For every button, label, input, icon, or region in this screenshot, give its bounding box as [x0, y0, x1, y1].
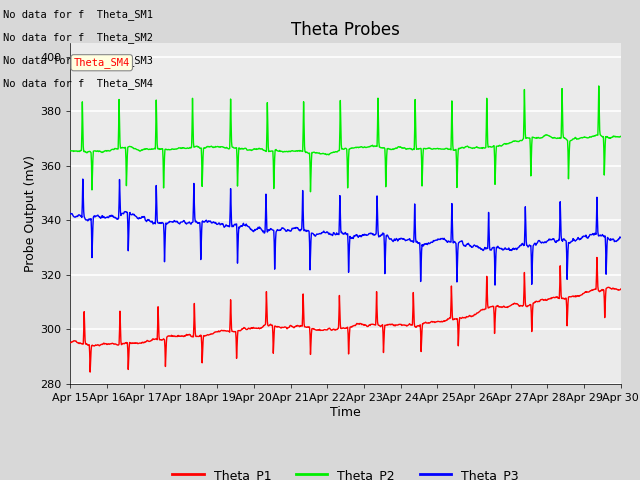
- Theta_P1: [356, 321, 364, 326]
- Theta_P3: [67, 211, 74, 216]
- Line: Theta_P1: Theta_P1: [70, 257, 621, 372]
- Theta_P1: [306, 324, 314, 330]
- Legend: Theta_P1, Theta_P2, Theta_P3: Theta_P1, Theta_P2, Theta_P3: [167, 464, 524, 480]
- Text: No data for f  Theta_SM2: No data for f Theta_SM2: [3, 32, 153, 43]
- Theta_P2: [252, 146, 260, 152]
- Theta_P1: [617, 286, 625, 292]
- Y-axis label: Probe Output (mV): Probe Output (mV): [24, 155, 37, 272]
- Theta_P3: [356, 233, 364, 239]
- Theta_P1: [593, 254, 601, 260]
- Theta_P3: [368, 230, 376, 236]
- Theta_P1: [252, 325, 260, 331]
- Theta_P2: [356, 144, 364, 150]
- Theta_P1: [86, 369, 94, 375]
- Line: Theta_P2: Theta_P2: [70, 86, 621, 192]
- Theta_P3: [79, 176, 86, 182]
- Theta_P2: [67, 148, 74, 154]
- Theta_P2: [368, 143, 376, 149]
- Text: Theta_SM4: Theta_SM4: [74, 57, 130, 68]
- Theta_P1: [67, 340, 74, 346]
- Theta_P1: [368, 322, 376, 327]
- Theta_P2: [307, 189, 314, 194]
- Theta_P1: [160, 336, 168, 342]
- Text: No data for f  Theta_SM1: No data for f Theta_SM1: [3, 9, 153, 20]
- Theta_P2: [159, 158, 167, 164]
- Theta_P3: [491, 282, 499, 288]
- Text: No data for f  Theta_SM4: No data for f Theta_SM4: [3, 78, 153, 89]
- Text: No data for f  Theta_SM3: No data for f Theta_SM3: [3, 55, 153, 66]
- Theta_P3: [306, 240, 314, 246]
- Theta_P1: [140, 340, 148, 346]
- Theta_P2: [305, 151, 313, 156]
- Theta_P2: [617, 133, 625, 139]
- Theta_P3: [160, 221, 168, 227]
- X-axis label: Time: Time: [330, 406, 361, 419]
- Theta_P2: [595, 83, 603, 89]
- Line: Theta_P3: Theta_P3: [70, 179, 621, 285]
- Theta_P3: [617, 235, 625, 240]
- Title: Theta Probes: Theta Probes: [291, 21, 400, 39]
- Theta_P3: [140, 214, 148, 219]
- Theta_P2: [140, 146, 147, 152]
- Theta_P3: [252, 227, 260, 232]
